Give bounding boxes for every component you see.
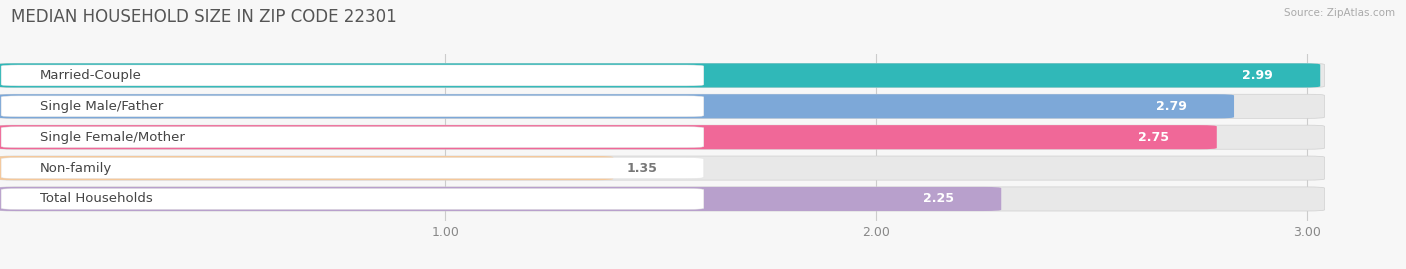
Text: Total Households: Total Households [39,192,153,206]
FancyBboxPatch shape [0,156,613,180]
FancyBboxPatch shape [0,187,1001,211]
Text: Single Female/Mother: Single Female/Mother [39,131,184,144]
Text: Source: ZipAtlas.com: Source: ZipAtlas.com [1284,8,1395,18]
FancyBboxPatch shape [0,63,1324,87]
Text: 1.35: 1.35 [626,162,657,175]
FancyBboxPatch shape [0,125,1324,149]
FancyBboxPatch shape [0,187,1324,211]
Text: 2.79: 2.79 [1156,100,1187,113]
FancyBboxPatch shape [1,65,704,86]
Text: Married-Couple: Married-Couple [39,69,142,82]
FancyBboxPatch shape [1,189,704,209]
FancyBboxPatch shape [1,127,704,148]
Text: Non-family: Non-family [39,162,112,175]
FancyBboxPatch shape [0,125,1216,149]
Text: 2.75: 2.75 [1139,131,1170,144]
FancyBboxPatch shape [0,63,1320,87]
Text: Single Male/Father: Single Male/Father [39,100,163,113]
FancyBboxPatch shape [0,94,1324,118]
Text: MEDIAN HOUSEHOLD SIZE IN ZIP CODE 22301: MEDIAN HOUSEHOLD SIZE IN ZIP CODE 22301 [11,8,396,26]
Text: 2.99: 2.99 [1241,69,1272,82]
FancyBboxPatch shape [1,158,704,179]
FancyBboxPatch shape [1,96,704,117]
FancyBboxPatch shape [0,156,1324,180]
FancyBboxPatch shape [0,94,1234,118]
Text: 2.25: 2.25 [922,192,953,206]
